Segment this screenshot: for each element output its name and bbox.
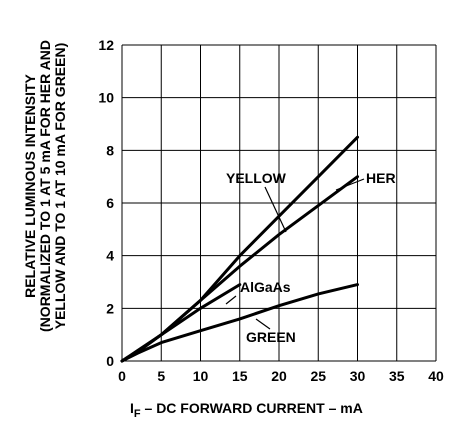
x-axis-title: IF – DC FORWARD CURRENT – mA [130,400,363,420]
series-label-her: HER [366,170,396,186]
algaas-leader-line [225,295,237,305]
x-tick-label-35: 35 [389,368,405,384]
green-leader-line [255,318,271,330]
grid [121,44,437,362]
x-axis-title-text: – DC FORWARD CURRENT – mA [141,400,363,416]
y-tick-label-4: 4 [106,248,114,264]
series-curves [120,135,359,363]
y-tick-label-2: 2 [106,300,114,316]
y-tick-label-8: 8 [106,142,114,158]
series-label-green: GREEN [246,329,296,345]
y-axis-ticks: 0 2 4 6 8 10 12 [98,37,114,369]
y-tick-label-0: 0 [106,353,114,369]
x-axis-title-symbol: I [130,400,134,416]
y-tick-label-6: 6 [106,195,114,211]
y-tick-label-12: 12 [98,37,114,53]
x-tick-label-15: 15 [232,368,248,384]
series-line-green [120,283,359,363]
series-label-algaas: AlGaAs [240,279,291,295]
series-label-yellow: YELLOW [226,170,287,186]
x-tick-label-0: 0 [118,368,126,384]
y-axis-title: RELATIVE LUMINOUS INTENSITY (NORMALIZED … [22,40,68,332]
x-tick-label-10: 10 [193,368,209,384]
x-axis-title-subscript: F [134,408,141,420]
x-axis-ticks: 0 5 10 15 20 25 30 35 40 [118,368,444,384]
y-axis-title-line-2: (NORMALIZED TO 1 AT 5 mA FOR HER AND [37,40,53,332]
x-tick-label-25: 25 [310,368,326,384]
y-axis-title-line-3: YELLOW AND TO 1 AT 10 mA FOR GREEN) [52,43,68,330]
y-axis-title-line-1: RELATIVE LUMINOUS INTENSITY [22,73,38,297]
x-tick-label-40: 40 [428,368,444,384]
series-line-algaas [120,283,242,363]
her-leader-line [335,178,365,191]
x-tick-label-5: 5 [157,368,165,384]
x-tick-label-20: 20 [271,368,287,384]
yellow-leader-line [264,186,287,233]
x-tick-label-30: 30 [350,368,366,384]
y-tick-label-10: 10 [98,90,114,106]
